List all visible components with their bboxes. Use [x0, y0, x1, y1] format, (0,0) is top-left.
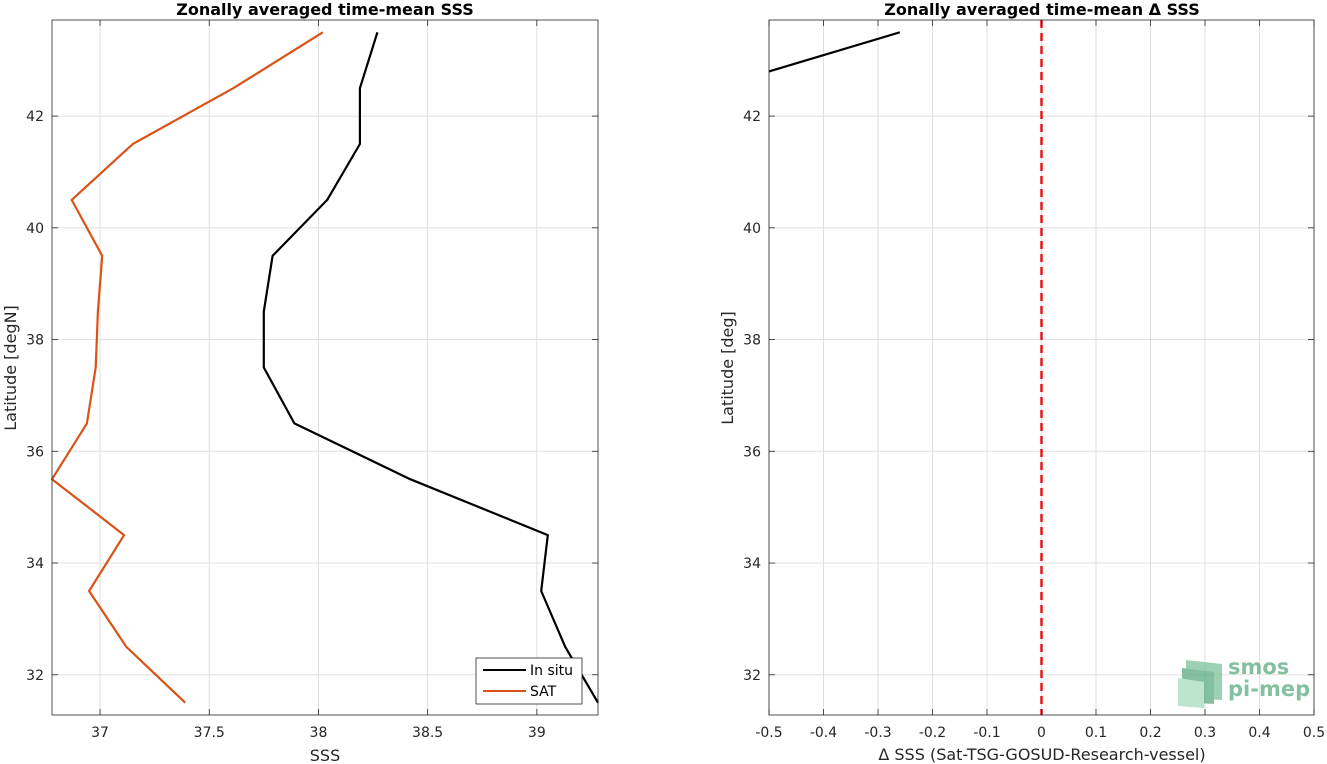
right-y-tick-label: 34 [743, 556, 761, 572]
right-x-tick-label: 0.4 [1248, 725, 1270, 741]
right-x-tick-label: 0 [1037, 725, 1046, 741]
left-y-tick-label: 34 [26, 556, 44, 572]
legend-label-sat: SAT [530, 684, 557, 700]
legend: In situ SAT [475, 657, 583, 705]
right-x-tick-label: 0.5 [1303, 725, 1325, 741]
legend-box [475, 657, 583, 705]
left-x-tick-label: 37 [91, 725, 109, 741]
right-series-line-0 [768, 31, 901, 73]
logo-text-smos: smos [1228, 655, 1289, 679]
right-y-tick-label: 32 [743, 668, 761, 684]
logo-text-pi-mep: pi-mep [1228, 677, 1310, 701]
right-chart-title: Zonally averaged time-mean Δ SSS [884, 0, 1200, 19]
left-x-tick-label: 38.5 [412, 725, 443, 741]
right-y-tick-label: 40 [743, 221, 761, 237]
left-x-tick-label: 39 [528, 725, 546, 741]
left-axes-box [51, 19, 599, 716]
right-x-tick-label: 0.3 [1194, 725, 1216, 741]
left-x-axis-label: SSS [310, 746, 340, 764]
right-y-tick-label: 38 [743, 333, 761, 349]
left-series-line-in-situ [262, 31, 599, 704]
left-y-tick-label: 42 [26, 109, 44, 125]
left-grid [52, 20, 598, 715]
right-x-axis-label: Δ SSS (Sat-TSG-GOSUD-Research-vessel) [878, 745, 1205, 764]
left-axes: 37 37.5 38 38.5 39 32 34 36 38 40 42 Zonally avera… [1, 0, 599, 764]
left-ticks: 37 37.5 38 38.5 39 32 34 36 38 40 42 [26, 20, 598, 741]
left-x-tick-label: 37.5 [194, 725, 225, 741]
right-x-tick-label: -0.4 [810, 725, 837, 741]
right-ticks: -0.5 -0.4 -0.3 -0.2 -0.1 0 0.1 0.2 0.3 0.4 0.5 32 34… [743, 20, 1325, 741]
smos-pi-mep-logo: smos pi-mep [1178, 655, 1310, 708]
right-axes: -0.5 -0.4 -0.3 -0.2 -0.1 0 0.1 0.2 0.3 0.4 0.5 32 34… [718, 0, 1325, 764]
left-series-group [50, 31, 599, 704]
left-y-tick-label: 36 [26, 444, 44, 460]
right-y-tick-label: 42 [743, 109, 761, 125]
left-plot-area [52, 20, 598, 715]
right-x-tick-label: -0.2 [919, 725, 946, 741]
logo-mark-front [1178, 678, 1204, 708]
left-y-tick-label: 32 [26, 668, 44, 684]
right-x-tick-label: 0.2 [1139, 725, 1161, 741]
right-y-tick-label: 36 [743, 444, 761, 460]
left-chart-title: Zonally averaged time-mean SSS [176, 0, 474, 19]
left-x-tick-label: 38 [310, 725, 328, 741]
left-y-tick-label: 38 [26, 333, 44, 349]
right-series-group [768, 20, 1043, 715]
right-x-tick-label: 0.1 [1085, 725, 1107, 741]
legend-label-in-situ: In situ [530, 663, 573, 679]
right-x-tick-label: -0.3 [864, 725, 891, 741]
right-x-tick-label: -0.1 [973, 725, 1000, 741]
left-series-line-sat [50, 31, 324, 704]
right-x-tick-label: -0.5 [755, 725, 782, 741]
left-y-axis-label: Latitude [degN] [1, 305, 20, 431]
left-y-tick-label: 40 [26, 221, 44, 237]
right-y-axis-label: Latitude [deg] [718, 311, 737, 425]
